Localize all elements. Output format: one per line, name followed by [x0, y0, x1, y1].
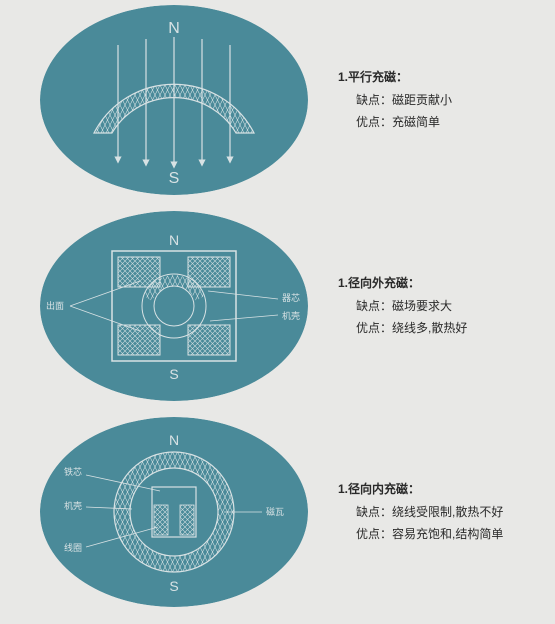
desc-1: 1.平行充磁： 缺点：磁距贡献小 优点：充磁简单	[338, 66, 452, 134]
n-letter: N	[169, 232, 179, 248]
right-label-top: 器芯	[282, 292, 300, 303]
right-label-bot: 机壳	[282, 310, 300, 321]
l-mid: 机壳	[64, 500, 82, 511]
con-1: 缺点：磁距贡献小	[338, 89, 452, 112]
s-letter: S	[169, 170, 180, 187]
title-2: 1.径向外充磁：	[338, 272, 467, 295]
l-bot: 线圈	[64, 542, 82, 553]
con-3: 缺点：绕线受限制,散热不好	[338, 501, 503, 524]
title-3: 1.径向内充磁：	[338, 478, 503, 501]
r-lab: 磁瓦	[266, 506, 284, 517]
diagram-ellipse-1: N S	[40, 5, 308, 195]
pro-2: 优点：绕线多,散热好	[338, 317, 467, 340]
pro-1: 优点：充磁简单	[338, 111, 452, 134]
diagram-row-1: N S 1.平行充磁： 缺点：磁距贡献小 优点：充磁简单	[0, 0, 555, 200]
pro-3: 优点：容易充饱和,结构简单	[338, 523, 503, 546]
s-letter: S	[169, 578, 178, 594]
n-letter: N	[168, 20, 180, 37]
n-letter: N	[169, 432, 179, 448]
diagram-ellipse-2: 出面 器芯 机壳 N S	[40, 211, 308, 401]
diagram-row-3: 铁芯 机壳 线圈 磁瓦 N S 1.径向内充磁： 缺点：绕线受限制,散热不好 优…	[0, 412, 555, 612]
s-letter: S	[169, 366, 178, 382]
l-top: 铁芯	[64, 466, 82, 477]
diagram-row-2: 出面 器芯 机壳 N S 1.径向外充磁： 缺点：磁场要求大 优点：绕线多,散热…	[0, 206, 555, 406]
con-2: 缺点：磁场要求大	[338, 295, 467, 318]
diagram-ellipse-3: 铁芯 机壳 线圈 磁瓦 N S	[40, 417, 308, 607]
desc-3: 1.径向内充磁： 缺点：绕线受限制,散热不好 优点：容易充饱和,结构简单	[338, 478, 503, 546]
title-1: 1.平行充磁：	[338, 66, 452, 89]
left-label: 出面	[46, 300, 64, 311]
desc-2: 1.径向外充磁： 缺点：磁场要求大 优点：绕线多,散热好	[338, 272, 467, 340]
